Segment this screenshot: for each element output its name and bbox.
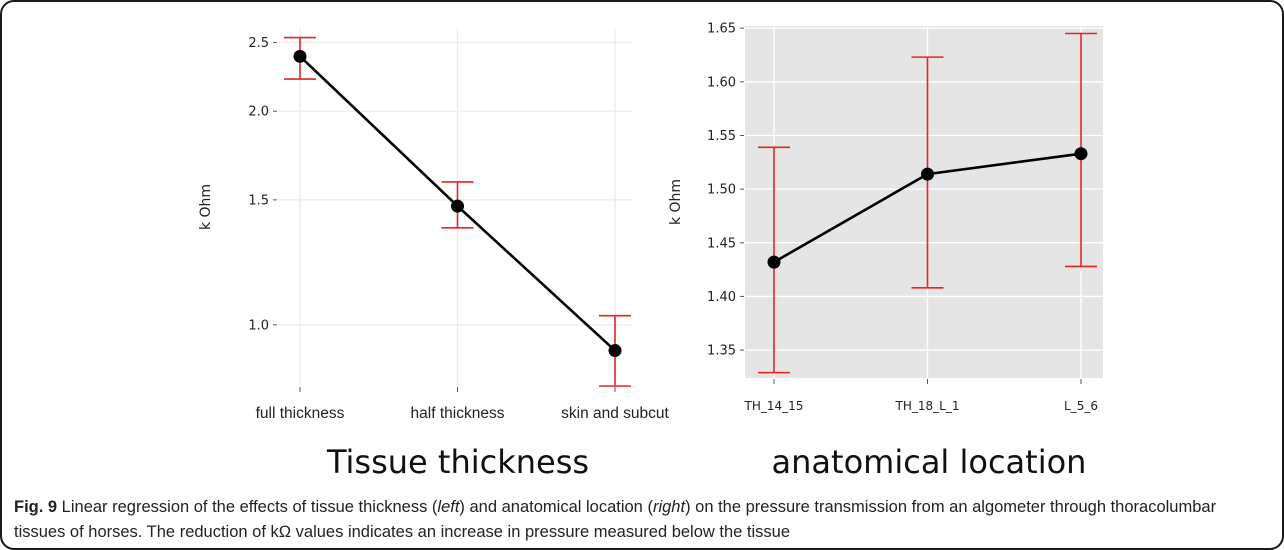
- x-tick-label: full thickness: [256, 405, 345, 422]
- plot-panel: [745, 26, 1103, 378]
- y-tick-label: 1.65: [707, 22, 736, 37]
- left-chart: 1.0 1.5 2.0 2.5 full thickness half thickness…: [198, 28, 670, 481]
- y-axis-title: k Ohm: [198, 184, 214, 230]
- data-point: [293, 49, 307, 63]
- y-tick-label: 2.0: [248, 105, 269, 120]
- y-tick-label: 1.50: [707, 183, 736, 198]
- y-tick-label: 1.60: [707, 75, 736, 90]
- caption-text-part: ) and anatomical location (: [459, 498, 653, 516]
- caption-text-part: Linear regression of the effects of tiss…: [57, 498, 438, 516]
- y-tick-label: 1.35: [707, 344, 736, 359]
- x-tick-label: L_5_6: [1064, 399, 1098, 413]
- caption-label: Fig. 9: [14, 498, 58, 516]
- data-point: [921, 167, 934, 181]
- x-tick-label: TH_18_L_1: [895, 399, 960, 413]
- right-chart: 1.35 1.40 1.45 1.50 1.55 1.60 1.65 TH_14_15 TH_1…: [668, 22, 1103, 481]
- x-tick-label: TH_14_15: [744, 399, 804, 413]
- y-tick-label: 1.5: [248, 193, 269, 208]
- figure-caption: Fig. 9 Linear regression of the effects …: [14, 495, 1270, 545]
- y-tick-label: 1.0: [248, 318, 269, 333]
- y-tick-label: 2.5: [248, 36, 269, 51]
- caption-text-part: left: [437, 498, 460, 516]
- x-axis-title: anatomical location: [772, 443, 1087, 481]
- y-tick-label: 1.55: [707, 129, 736, 144]
- x-tick-label: skin and subcut: [561, 405, 669, 422]
- y-tick-label: 1.40: [707, 290, 736, 305]
- data-point: [451, 199, 464, 213]
- y-axis-title: k Ohm: [668, 179, 684, 225]
- data-point: [767, 255, 781, 269]
- data-point: [1074, 147, 1088, 161]
- x-tick-label: half thickness: [411, 405, 505, 422]
- caption-text-part: ) on the pressure transmission from an a…: [14, 498, 1217, 541]
- x-axis-title: Tissue thickness: [326, 443, 589, 481]
- caption-text-part: right: [652, 498, 686, 516]
- figure-charts: 1.0 1.5 2.0 2.5 full thickness half thickness…: [198, 22, 1103, 481]
- caption-body: Linear regression of the effects of tiss…: [14, 498, 1216, 541]
- data-point: [608, 344, 622, 358]
- y-tick-label: 1.45: [707, 236, 736, 251]
